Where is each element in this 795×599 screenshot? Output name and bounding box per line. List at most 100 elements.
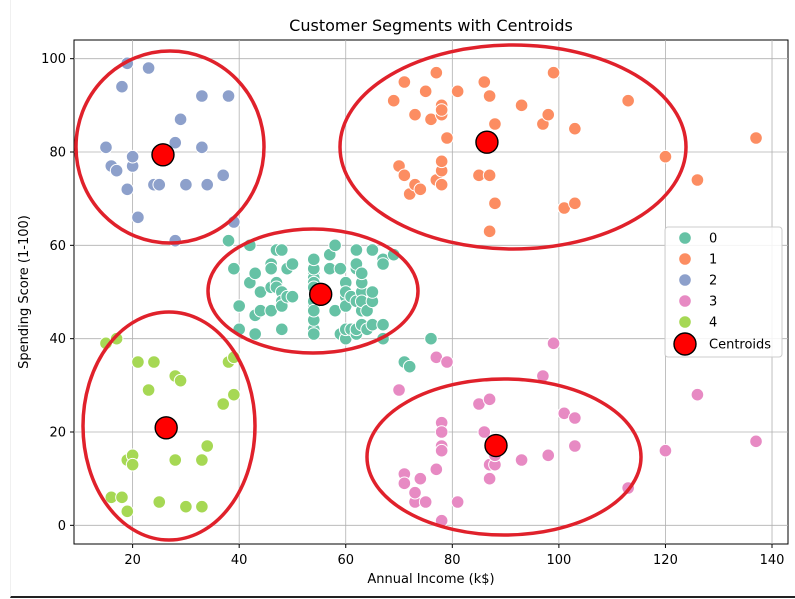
y-tick-label: 100	[41, 52, 66, 67]
data-point-cluster-1	[514, 98, 529, 113]
x-tick-label: 100	[546, 553, 571, 568]
centroid-marker	[151, 143, 175, 167]
data-point-cluster-0	[248, 266, 262, 281]
data-point-cluster-2	[152, 177, 167, 192]
data-point-cluster-1	[397, 168, 412, 183]
data-point-cluster-2	[195, 89, 209, 103]
data-point-cluster-0	[365, 243, 380, 257]
data-point-cluster-1	[482, 168, 497, 183]
data-point-cluster-0	[376, 317, 390, 332]
x-tick-label: 120	[653, 553, 678, 568]
data-point-cluster-4	[195, 499, 209, 514]
data-point-cluster-3	[450, 495, 465, 509]
figure-frame	[10, 0, 795, 598]
x-tick-label: 60	[337, 553, 354, 568]
data-point-cluster-2	[173, 112, 188, 127]
data-point-cluster-2	[200, 177, 215, 192]
data-point-cluster-1	[482, 89, 497, 103]
data-point-cluster-0	[232, 299, 246, 313]
data-point-cluster-3	[658, 443, 673, 458]
legend-marker-3	[678, 294, 692, 308]
data-point-cluster-1	[418, 84, 433, 99]
data-point-cluster-1	[450, 84, 465, 99]
cluster-ellipses	[74, 43, 688, 542]
legend-label-0: 0	[709, 232, 717, 247]
cluster-ellipse-3	[365, 377, 643, 537]
data-point-cluster-1	[690, 173, 705, 187]
y-axis-ticks: 0 20 40 60 80 100	[41, 52, 74, 534]
data-point-cluster-1	[541, 107, 556, 122]
data-point-cluster-2	[120, 182, 135, 197]
cluster-ellipse-2	[74, 49, 266, 245]
data-point-cluster-3	[434, 425, 449, 439]
data-point-cluster-3	[397, 476, 412, 491]
data-point-cluster-3	[514, 453, 529, 467]
data-point-cluster-0	[365, 285, 380, 299]
legend-marker-1	[678, 252, 692, 266]
data-point-cluster-2	[168, 135, 183, 150]
data-point-cluster-4	[141, 383, 156, 397]
data-point-cluster-3	[546, 336, 561, 351]
legend-marker-centroids	[673, 332, 697, 356]
data-point-cluster-0	[264, 261, 278, 276]
data-point-cluster-3	[477, 425, 492, 439]
x-tick-label: 20	[124, 553, 141, 568]
data-point-cluster-0	[306, 303, 321, 318]
data-point-cluster-0	[285, 257, 300, 271]
legend-marker-4	[678, 315, 692, 329]
data-point-cluster-1	[568, 196, 582, 211]
legend-marker-0	[678, 231, 692, 245]
data-point-cluster-3	[434, 443, 449, 458]
legend-label-4: 4	[709, 316, 717, 331]
legend-box	[664, 226, 783, 358]
centroid-markers	[151, 130, 508, 458]
data-point-cluster-1	[568, 121, 582, 136]
data-point-cluster-1	[488, 196, 502, 211]
data-point-cluster-0	[328, 238, 342, 253]
y-tick-label: 60	[49, 239, 66, 254]
data-point-cluster-0	[349, 243, 364, 257]
data-point-cluster-2	[115, 79, 129, 94]
data-point-cluster-4	[120, 504, 135, 519]
data-point-cluster-3	[568, 439, 582, 453]
data-point-cluster-4	[168, 453, 183, 467]
data-point-cluster-4	[125, 457, 140, 472]
data-point-cluster-0	[275, 243, 289, 257]
data-point-cluster-1	[658, 149, 673, 164]
data-point-cluster-4	[147, 355, 161, 369]
data-point-cluster-0	[248, 327, 262, 341]
cluster-ellipse-0	[206, 227, 420, 355]
data-point-cluster-1	[488, 117, 502, 131]
data-point-cluster-2	[109, 163, 124, 178]
data-point-cluster-0	[306, 327, 321, 341]
data-point-cluster-3	[413, 471, 428, 486]
centroid-marker	[475, 130, 499, 154]
legend: 0 1 2 3 4 Centroids	[664, 226, 783, 358]
legend-marker-2	[678, 273, 692, 287]
data-point-cluster-2	[195, 140, 209, 155]
x-tick-label: 40	[231, 553, 248, 568]
data-point-cluster-4	[131, 355, 145, 369]
data-point-cluster-0	[306, 252, 321, 267]
data-point-cluster-2	[221, 89, 236, 103]
data-point-cluster-1	[440, 131, 454, 145]
data-point-cluster-3	[408, 485, 422, 500]
data-point-cluster-3	[482, 471, 497, 486]
data-point-cluster-1	[429, 65, 444, 80]
data-point-cluster-1	[621, 93, 635, 108]
data-point-cluster-1	[413, 182, 428, 197]
cluster-ellipse-4	[81, 310, 257, 542]
data-point-cluster-1	[397, 75, 412, 89]
data-point-cluster-2	[99, 140, 113, 155]
x-tick-label: 80	[444, 553, 461, 568]
data-point-cluster-0	[424, 331, 438, 346]
data-point-cluster-0	[227, 261, 241, 276]
legend-label-centroids: Centroids	[709, 338, 771, 353]
data-point-cluster-1	[386, 93, 401, 108]
data-point-cluster-1	[434, 103, 449, 117]
data-point-cluster-1	[434, 154, 449, 169]
data-point-cluster-1	[546, 65, 561, 80]
data-point-cluster-3	[418, 495, 433, 509]
y-tick-label: 0	[58, 519, 66, 534]
